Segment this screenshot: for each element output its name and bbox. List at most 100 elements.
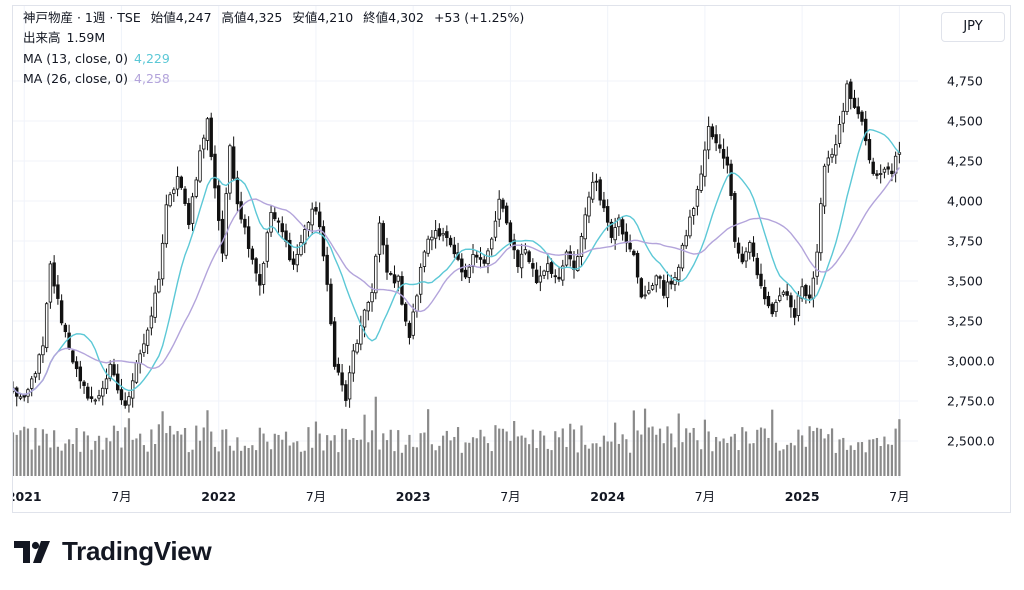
candle-up [303,229,307,245]
volume-bar [898,419,901,476]
ma26-label: MA (26, close, 0) [23,71,129,86]
volume-bar [793,445,796,476]
candle-down [662,280,666,296]
volume-bar [479,429,482,476]
volume-bar [658,428,662,476]
volume-bar [456,427,460,476]
high-value: 4,325 [246,10,283,25]
candle-down [714,134,718,144]
volume-bar [109,441,112,476]
volume-bar [258,427,261,476]
candle-down [785,291,789,296]
volume-bar [378,449,381,476]
candle-up [138,353,142,364]
volume-bar [206,410,209,476]
candle-up [33,373,38,378]
tradingview-icon [14,540,50,563]
candle-up [564,251,569,266]
volume-bar [774,442,778,476]
volume-bar [490,451,493,476]
candle-up [101,387,105,397]
volume-bar [337,452,340,476]
candle-up [411,311,415,336]
candle-down [291,258,296,265]
tradingview-logo[interactable]: TradingView [14,536,212,567]
time-tick-label: 7月 [111,489,131,504]
volume-value: 1.59M [66,30,106,45]
candle-up [396,275,400,282]
volume-bar [587,448,591,476]
candle-up [583,214,587,240]
candle-down [89,396,94,399]
volume-bar [890,444,893,476]
candle-down [718,144,722,149]
volume-bar [243,445,246,476]
volume-bar [827,434,830,476]
candle-up [108,363,112,380]
volume-bar [135,438,138,476]
volume-bar [303,450,306,476]
candle-up [834,144,838,156]
volume-bar [528,444,531,476]
candle-down [875,173,879,176]
symbol-label[interactable]: 神戸物産 · 1週 · TSE [23,10,141,25]
volume-bar [460,452,463,476]
candle-up [415,295,419,312]
candle-down [658,276,662,279]
candle-up [48,263,53,303]
candle-up [643,294,647,297]
candle-up [579,236,584,257]
volume-bar [393,451,396,476]
candle-up [160,242,165,280]
candle-down [628,242,632,250]
ma26-line [13,167,900,396]
price-tick-label: 3,000.0 [947,354,995,369]
ma13-legend[interactable]: MA (13, close, 0) 4,229 [23,50,170,68]
time-tick-label: 7月 [889,489,909,504]
volume-bar [509,440,512,476]
candle-up [422,251,427,267]
candle-down [568,251,572,260]
volume-bar [281,439,284,476]
candle-down [187,203,191,225]
volume-bar [875,437,879,476]
volume-bar [266,441,269,476]
volume-bar [30,449,33,476]
volume-bar [382,433,385,476]
volume-bar [614,422,617,476]
volume-bar [79,451,82,476]
volume-bar [400,452,404,476]
volume-bar [389,429,392,476]
volume-bar [408,434,411,476]
time-tick-label: 2023 [396,489,431,504]
volume-bar [857,442,860,476]
candle-up [418,266,423,295]
volume-bar [146,451,149,476]
currency-button[interactable]: JPY [941,12,1005,42]
volume-bar [131,439,134,476]
volume-bar [363,414,366,476]
candle-up [355,343,359,353]
candle-down [763,287,767,300]
candle-up [650,285,655,290]
volume-bar [404,444,407,476]
volume-bar [629,452,632,476]
candle-down [557,276,561,280]
candle-up [44,303,49,349]
candle-up [310,208,314,226]
candle-down [849,81,853,99]
ohlc-legend: 神戸物産 · 1週 · TSE 始値4,247 高値4,325 安値4,210 … [23,9,524,27]
volume-bar [759,427,763,476]
ma26-legend[interactable]: MA (26, close, 0) 4,258 [23,70,170,88]
candle-up [134,362,139,383]
volume-bar [307,427,310,476]
price-chart[interactable]: 4,750 4,500 4,250 4,000 3,750 3,500 3,250 3,000… [13,6,1012,514]
candle-up [845,83,849,113]
volume-bar [887,444,890,476]
volume-bar [210,431,213,476]
volume-bar [127,418,131,476]
candle-down [860,111,864,122]
volume-bar [213,446,217,476]
volume-bar [688,432,692,476]
volume-bar [621,434,624,476]
